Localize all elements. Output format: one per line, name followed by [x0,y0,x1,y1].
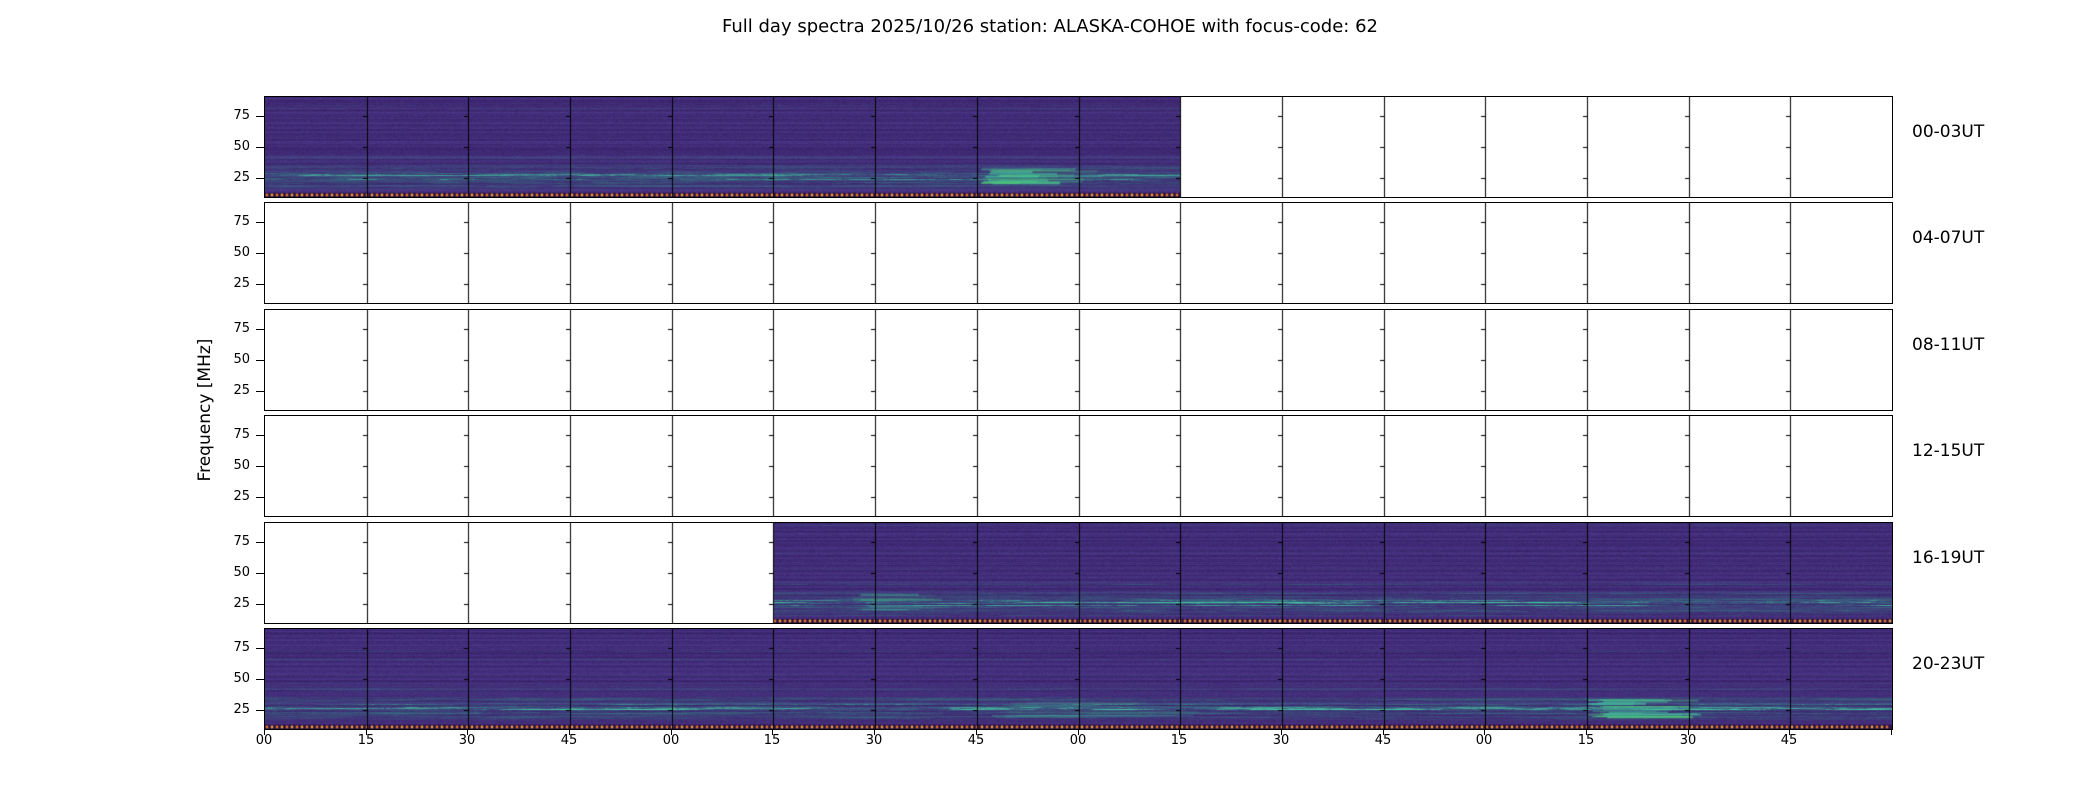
time-tick-mark [366,730,367,735]
row-time-label: 12-15UT [1912,441,1985,461]
time-tick-label: 30 [865,733,883,748]
time-tick-label: 15 [1170,733,1188,748]
freq-tick-mark [256,466,264,467]
row-time-label: 08-11UT [1912,335,1985,355]
freq-tick-label: 75 [233,533,250,549]
spectrogram-canvas-row-0 [265,97,1892,197]
time-tick-mark [671,730,672,735]
time-tick-label: 45 [1780,733,1798,748]
freq-tick-label: 25 [233,489,250,505]
time-tick-label: 15 [357,733,375,748]
freq-tick-label: 25 [233,702,250,718]
time-tick-label: 45 [1374,733,1392,748]
time-tick-label: 00 [1069,733,1087,748]
spectra-panel-08-11ut [264,309,1893,411]
freq-tick-mark [256,360,264,361]
spectrogram-canvas-row-5 [265,629,1892,729]
freq-tick-mark [256,647,264,649]
spectrogram-canvas-row-4 [265,523,1892,623]
freq-tick-label: 50 [233,352,250,367]
chart-title: Full day spectra 2025/10/26 station: ALA… [722,16,1378,37]
freq-tick-mark [256,604,264,606]
freq-tick-mark [256,178,264,180]
time-tick-mark [1789,730,1790,735]
time-tick-label: 30 [458,733,476,748]
time-tick-label: 30 [1272,733,1290,748]
spectra-panel-04-07ut [264,202,1893,304]
freq-tick-label: 25 [233,383,250,399]
spectra-panel-20-23ut [264,628,1893,730]
freq-tick-label: 75 [233,107,250,123]
freq-tick-label: 50 [233,565,250,580]
freq-tick-label: 75 [233,426,250,442]
time-tick-mark [264,730,265,735]
freq-tick-label: 75 [233,639,250,655]
time-tick-mark [976,730,977,735]
freq-tick-mark [256,541,264,543]
spectrogram-canvas-row-1 [265,203,1892,303]
time-tick-mark [1383,730,1384,735]
row-time-label: 16-19UT [1912,548,1985,568]
spectrogram-canvas-row-2 [265,310,1892,410]
freq-tick-label: 75 [233,213,250,229]
time-tick-label: 00 [1475,733,1493,748]
spectra-panel-12-15ut [264,415,1893,517]
time-tick-label: 00 [255,733,273,748]
freq-tick-label: 75 [233,320,250,336]
time-tick-label: 30 [1679,733,1697,748]
time-tick-label: 15 [763,733,781,748]
freq-tick-mark [256,328,264,330]
freq-tick-mark [256,497,264,499]
freq-tick-mark [256,573,264,574]
freq-tick-mark [256,434,264,436]
time-tick-label: 45 [560,733,578,748]
time-tick-label: 00 [662,733,680,748]
row-time-label: 20-23UT [1912,654,1985,674]
freq-tick-mark [256,253,264,254]
freq-tick-label: 50 [233,458,250,473]
time-tick-mark [1484,730,1485,735]
freq-tick-mark [256,115,264,117]
freq-tick-label: 25 [233,170,250,186]
freq-tick-label: 25 [233,276,250,292]
freq-tick-label: 50 [233,245,250,260]
row-time-label: 04-07UT [1912,228,1985,248]
time-tick-mark [1179,730,1180,735]
freq-tick-label: 50 [233,139,250,154]
time-tick-mark [1891,730,1892,735]
spectrogram-canvas-row-3 [265,416,1892,516]
time-tick-label: 45 [967,733,985,748]
time-tick-mark [772,730,773,735]
freq-tick-mark [256,679,264,680]
freq-tick-label: 50 [233,671,250,686]
time-tick-mark [1078,730,1079,735]
time-tick-mark [874,730,875,735]
freq-tick-mark [256,710,264,712]
time-tick-mark [1688,730,1689,735]
time-tick-mark [569,730,570,735]
freq-tick-mark [256,221,264,223]
row-time-label: 00-03UT [1912,122,1985,142]
time-tick-mark [1281,730,1282,735]
freq-tick-label: 25 [233,596,250,612]
time-tick-mark [467,730,468,735]
time-tick-label: 15 [1577,733,1595,748]
time-tick-mark [1586,730,1587,735]
spectra-panel-16-19ut [264,522,1893,624]
freq-tick-mark [256,391,264,393]
freq-tick-mark [256,147,264,148]
freq-tick-mark [256,284,264,286]
y-axis-label: Frequency [MHz] [195,338,215,482]
spectra-panel-00-03ut [264,96,1893,198]
